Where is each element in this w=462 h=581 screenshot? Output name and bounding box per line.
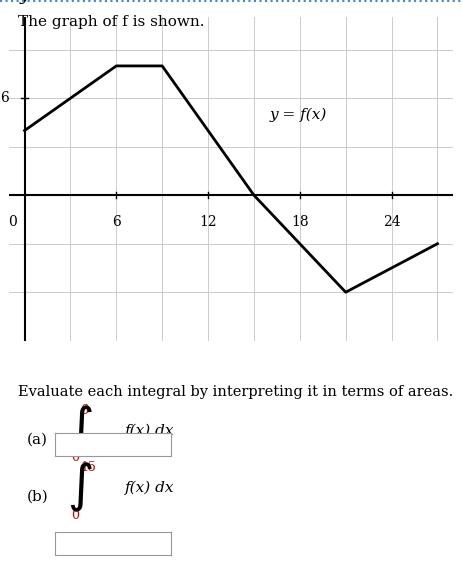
Text: 6: 6 (80, 404, 88, 417)
Text: 6: 6 (0, 91, 9, 105)
Text: 18: 18 (291, 214, 309, 229)
Text: $\int$: $\int$ (67, 404, 92, 457)
Text: y: y (20, 0, 29, 5)
Text: 12: 12 (199, 214, 217, 229)
Text: y = f(x): y = f(x) (269, 107, 327, 121)
Text: f(x) dx: f(x) dx (125, 480, 174, 495)
Text: f(x) dx: f(x) dx (125, 424, 174, 437)
Text: (b): (b) (27, 490, 49, 504)
Text: 24: 24 (383, 214, 401, 229)
Text: 0: 0 (8, 214, 17, 229)
Text: Evaluate each integral by interpreting it in terms of areas.: Evaluate each integral by interpreting i… (18, 385, 453, 399)
Text: 15: 15 (80, 461, 96, 474)
Text: The graph of f is shown.: The graph of f is shown. (18, 15, 205, 28)
Text: $\int$: $\int$ (67, 461, 92, 514)
Text: 6: 6 (112, 214, 121, 229)
Text: (a): (a) (27, 432, 48, 446)
Text: 0: 0 (71, 451, 79, 464)
Text: 0: 0 (71, 508, 79, 522)
